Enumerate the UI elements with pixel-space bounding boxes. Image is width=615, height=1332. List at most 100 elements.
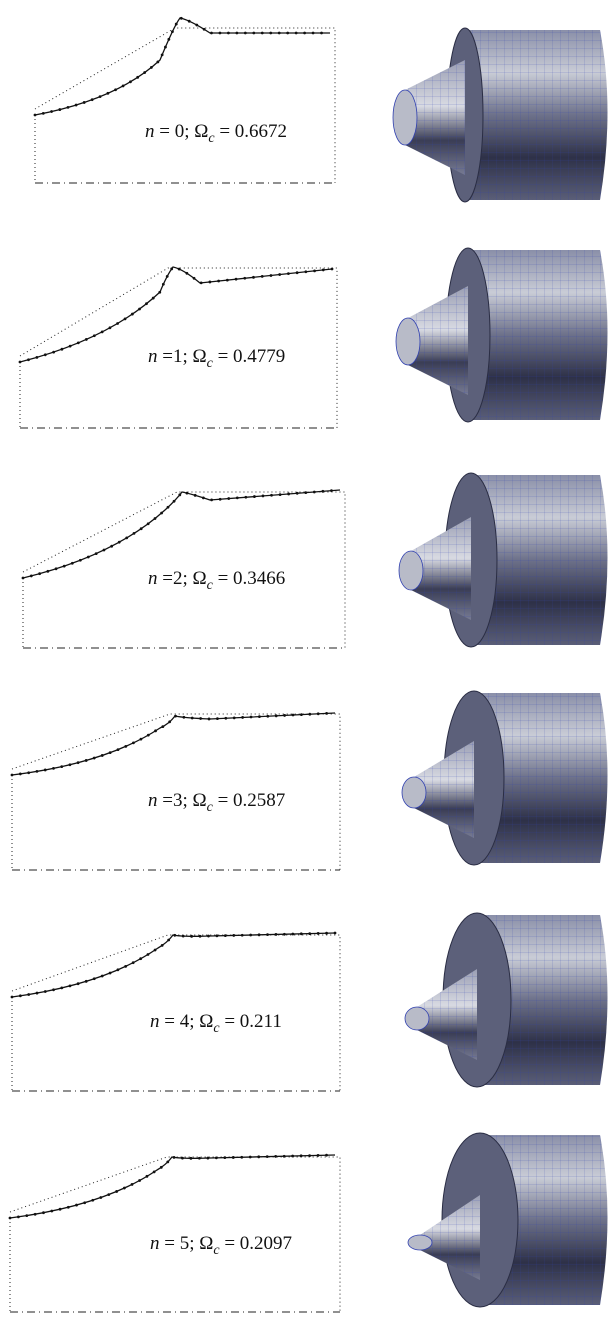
node-dot — [208, 718, 211, 721]
node-dot — [27, 771, 30, 774]
node-dot — [278, 32, 281, 35]
panel: n =2; Ωc = 0.3466 — [22, 489, 345, 648]
node-dot — [198, 1157, 201, 1160]
node-dot — [83, 1201, 86, 1204]
node-dot — [166, 275, 169, 278]
node-dot — [215, 1156, 218, 1159]
omega-symbol: Ω — [199, 1233, 213, 1254]
node-dot — [116, 322, 119, 325]
node-dot — [110, 545, 113, 548]
node-dot — [52, 767, 55, 770]
node-dot — [69, 345, 72, 348]
node-dot — [147, 522, 150, 525]
node-dot — [191, 717, 194, 720]
node-dot — [322, 269, 325, 272]
node-dot — [224, 934, 227, 937]
node-dot — [61, 348, 64, 351]
reference-outline — [35, 28, 335, 183]
node-dot — [69, 763, 72, 766]
node-dot — [117, 748, 120, 751]
node-dot — [124, 745, 127, 748]
node-dot — [138, 308, 141, 311]
node-dot — [244, 496, 247, 499]
node-dot — [308, 713, 311, 716]
node-dot — [252, 276, 255, 279]
node-dot — [30, 575, 33, 578]
node-dot — [19, 994, 22, 997]
node-dot — [52, 351, 55, 354]
node-dot — [287, 493, 290, 496]
node-dot — [55, 567, 58, 570]
node-dot — [308, 1154, 311, 1157]
node-dot — [216, 934, 219, 937]
node-dot — [36, 770, 39, 773]
panel: n =3; Ωc = 0.2587 — [11, 712, 340, 870]
node-dot — [154, 949, 157, 952]
node-dot — [208, 281, 211, 284]
node-dot — [79, 559, 82, 562]
node-dot — [219, 498, 222, 501]
node-dot — [266, 933, 269, 936]
node-dot — [60, 987, 63, 990]
node-dot — [27, 358, 30, 361]
node-dot — [317, 932, 320, 935]
node-dot — [199, 717, 202, 720]
node-dot — [303, 32, 306, 35]
n-symbol: n — [150, 1011, 160, 1032]
node-dot — [85, 338, 88, 341]
node-dot — [158, 291, 161, 294]
node-dot — [60, 765, 63, 768]
node-dot — [99, 1196, 102, 1199]
node-dot — [185, 272, 188, 275]
node-dot — [291, 933, 294, 936]
n-symbol: n — [145, 121, 155, 142]
node-dot — [296, 492, 299, 495]
node-dot — [182, 935, 185, 938]
n-value: = 4; — [160, 1011, 200, 1032]
mode-label: n = 5; Ωc = 0.2097 — [150, 1233, 292, 1258]
node-dot — [253, 495, 256, 498]
omega-symbol: Ω — [194, 121, 208, 142]
cone-opening — [399, 551, 423, 590]
node-dot — [25, 1214, 28, 1217]
node-dot — [266, 1155, 269, 1158]
node-dot — [161, 53, 164, 56]
node-dot — [87, 556, 90, 559]
omega-value: = 0.4779 — [213, 346, 285, 367]
node-dot — [147, 953, 150, 956]
node-dot — [274, 1155, 277, 1158]
node-dot — [143, 71, 146, 74]
node-dot — [109, 751, 112, 754]
node-dot — [75, 104, 78, 107]
omega-value: = 0.6672 — [215, 121, 287, 142]
node-dot — [115, 1190, 118, 1193]
node-dot — [266, 715, 269, 718]
node-dot — [292, 714, 295, 717]
shell-render — [396, 248, 608, 422]
node-dot — [109, 972, 112, 975]
node-dot — [317, 712, 320, 715]
node-dot — [300, 1154, 303, 1157]
node-dot — [167, 939, 170, 942]
node-dot — [42, 1211, 45, 1214]
node-dot — [295, 32, 298, 35]
node-dot — [109, 326, 112, 329]
node-dot — [136, 76, 139, 79]
mode-label: n = 4; Ωc = 0.211 — [150, 1011, 282, 1036]
node-dot — [85, 980, 88, 983]
omega-value: = 0.3466 — [213, 568, 285, 589]
node-dot — [325, 712, 328, 715]
node-dot — [103, 549, 106, 552]
node-dot — [154, 517, 157, 520]
node-dot — [160, 1166, 163, 1169]
node-dot — [140, 527, 143, 530]
node-dot — [91, 1199, 94, 1202]
node-dot — [50, 1210, 53, 1213]
node-dot — [227, 497, 230, 500]
omega-value: = 0.2097 — [220, 1233, 292, 1254]
node-dot — [178, 268, 181, 271]
n-symbol: n — [148, 568, 158, 589]
node-dot — [11, 774, 14, 777]
node-dot — [240, 1156, 243, 1159]
node-dot — [34, 114, 37, 117]
